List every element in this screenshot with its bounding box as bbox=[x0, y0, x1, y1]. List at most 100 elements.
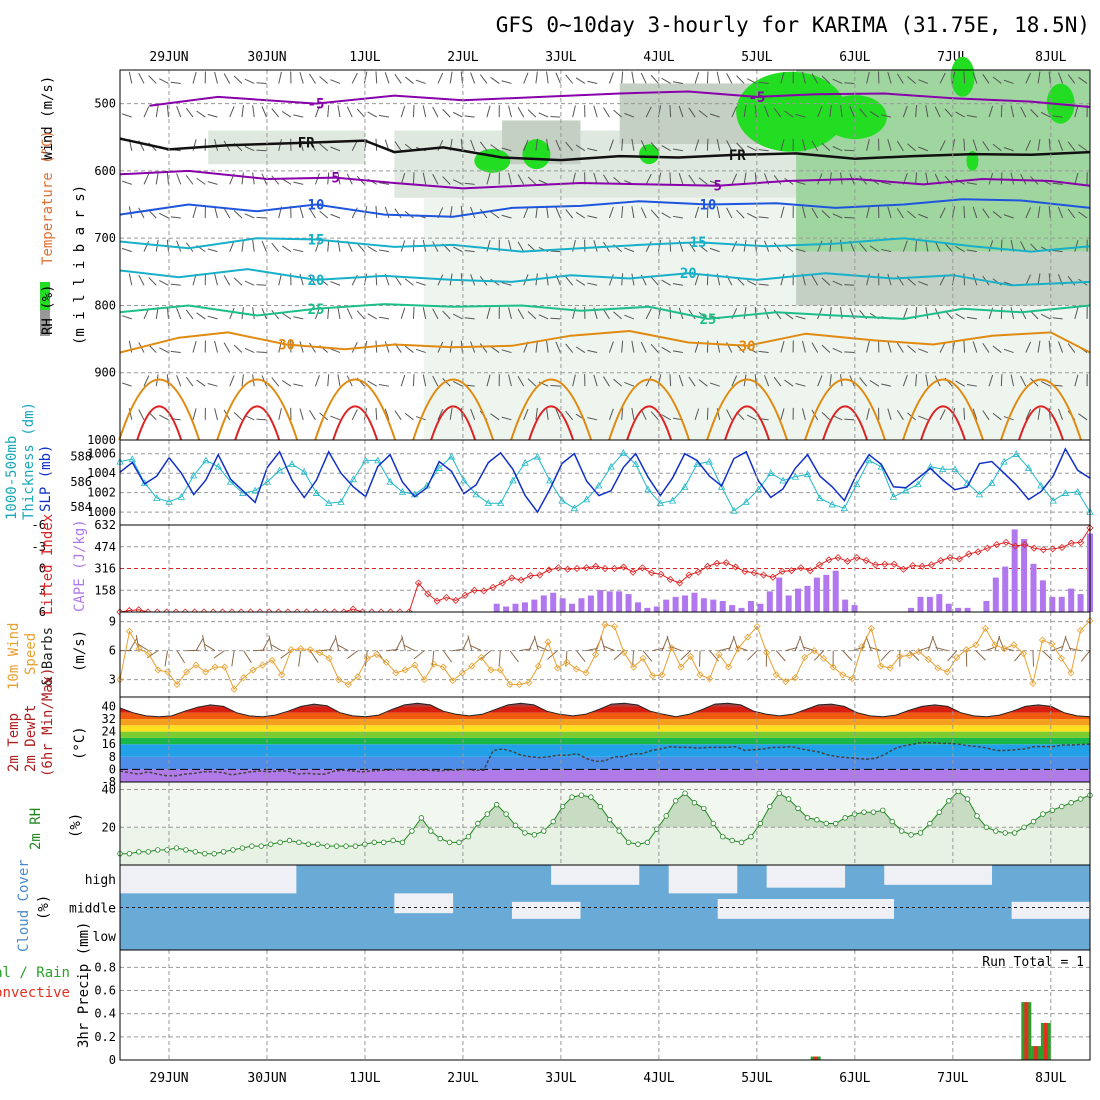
wind-barb bbox=[192, 341, 197, 353]
wind-barb bbox=[129, 637, 138, 651]
wind-speed-marker bbox=[287, 646, 295, 654]
rh-marker bbox=[352, 843, 359, 849]
wind-barb bbox=[966, 316, 977, 320]
thickness-marker bbox=[521, 459, 529, 466]
wind-barb bbox=[1037, 407, 1041, 420]
wind-barb bbox=[431, 650, 435, 667]
rh-marker bbox=[211, 850, 217, 857]
lifted-index-marker bbox=[787, 567, 796, 575]
tick-label: -6 bbox=[32, 518, 46, 532]
cloud-clear-high bbox=[551, 865, 640, 885]
bottom-date-label: 29JUN bbox=[149, 1071, 188, 1086]
wind-barb bbox=[231, 650, 235, 667]
rh-marker bbox=[983, 824, 990, 830]
wind-barb bbox=[608, 408, 614, 420]
wind-barb bbox=[780, 206, 785, 219]
tick-label: 1000 bbox=[87, 433, 116, 447]
wind-barb bbox=[716, 206, 721, 219]
wind-speed-marker bbox=[791, 674, 799, 682]
wind-barb bbox=[1032, 650, 1035, 667]
rh-marker bbox=[1021, 824, 1027, 830]
wind-barb bbox=[281, 312, 292, 320]
lifted-index-marker bbox=[480, 587, 488, 595]
wind-barb bbox=[657, 239, 662, 252]
thickness-marker bbox=[742, 498, 750, 505]
contour-label: 30 bbox=[278, 337, 295, 353]
cloud-clear-high bbox=[884, 865, 993, 885]
wind-barb bbox=[176, 240, 182, 252]
wind-barb bbox=[470, 139, 476, 151]
wind-barb bbox=[523, 72, 529, 84]
lifted-index-marker bbox=[629, 568, 637, 576]
thickness-marker bbox=[619, 448, 628, 456]
bottom-date-labels: 29JUN 30JUN 1JUL 2JUL 3JUL 4JUL 5JUL 6JUL 7JUL 8J… bbox=[149, 1071, 1066, 1086]
rh-marker bbox=[946, 798, 952, 804]
wind-barb bbox=[490, 76, 500, 84]
wind-barb bbox=[192, 408, 197, 420]
thickness-marker bbox=[337, 498, 345, 505]
wind-barb bbox=[661, 77, 671, 84]
wind-barb bbox=[453, 111, 463, 118]
thickness-marker bbox=[791, 472, 799, 480]
cape-bar bbox=[936, 594, 943, 612]
wind-barb bbox=[915, 172, 918, 185]
wind-barb bbox=[669, 105, 672, 118]
wind-barb bbox=[780, 273, 785, 286]
wind-barb bbox=[944, 108, 953, 118]
wind-barb bbox=[840, 239, 843, 252]
wind-speed-marker bbox=[886, 664, 894, 672]
rh-marker bbox=[239, 845, 246, 851]
wind-barb bbox=[572, 374, 576, 387]
wind-barb bbox=[972, 341, 978, 353]
tick-label: 24 bbox=[102, 725, 116, 739]
rh-legend-swatch-green bbox=[40, 282, 50, 310]
wind-barb bbox=[706, 407, 709, 420]
wind-barb bbox=[536, 645, 549, 652]
wind-barb bbox=[955, 111, 965, 118]
lifted-index-marker bbox=[806, 567, 814, 575]
wind-speed-marker bbox=[173, 680, 181, 689]
wind-barb bbox=[716, 138, 721, 151]
wind-speed-marker bbox=[344, 680, 352, 689]
wind-barb bbox=[293, 316, 304, 320]
lifted-index-marker bbox=[871, 561, 880, 569]
wind-barb bbox=[661, 346, 671, 353]
wind-barb bbox=[299, 341, 304, 353]
wind-barb bbox=[587, 80, 598, 84]
lifted-index-marker bbox=[815, 561, 824, 569]
wind-barb bbox=[148, 344, 157, 353]
wind-barb bbox=[661, 636, 669, 651]
wind-barb bbox=[829, 306, 832, 319]
wind-barb bbox=[278, 408, 282, 420]
wind-barb bbox=[650, 344, 659, 353]
temp-band bbox=[120, 712, 1090, 720]
tick-label: 700 bbox=[94, 231, 116, 245]
tick-label: 1000 bbox=[87, 505, 116, 519]
cloud-cover-panel: high middle low bbox=[69, 864, 1091, 951]
wind-barb bbox=[330, 146, 341, 152]
wind-speed-marker bbox=[1010, 641, 1018, 649]
wind-barb bbox=[565, 343, 574, 353]
wind-barb bbox=[672, 350, 683, 354]
rh-marker bbox=[1068, 800, 1074, 806]
wind-barb bbox=[223, 73, 231, 84]
wind-barb bbox=[650, 142, 659, 152]
wind-barb bbox=[939, 409, 946, 421]
wind-barb bbox=[832, 347, 843, 354]
wind-barb bbox=[593, 374, 598, 387]
wind-speed-marker bbox=[782, 677, 790, 686]
wind-barb bbox=[918, 146, 929, 152]
wind-speed-marker bbox=[430, 660, 438, 668]
wind-barb bbox=[207, 113, 218, 118]
bottom-date-label: 30JUN bbox=[247, 1071, 286, 1086]
wind-barb bbox=[394, 410, 402, 421]
wind-barb bbox=[982, 73, 990, 84]
run-total-label: Run Total = 1 bbox=[982, 955, 1084, 970]
temp-dome-35 bbox=[608, 378, 691, 441]
lifted-index-marker bbox=[526, 572, 534, 580]
wind-barb bbox=[602, 376, 610, 387]
rh-marker bbox=[569, 794, 575, 800]
wind-barb bbox=[731, 173, 738, 185]
cloud-unit-label: (%) bbox=[36, 895, 52, 920]
